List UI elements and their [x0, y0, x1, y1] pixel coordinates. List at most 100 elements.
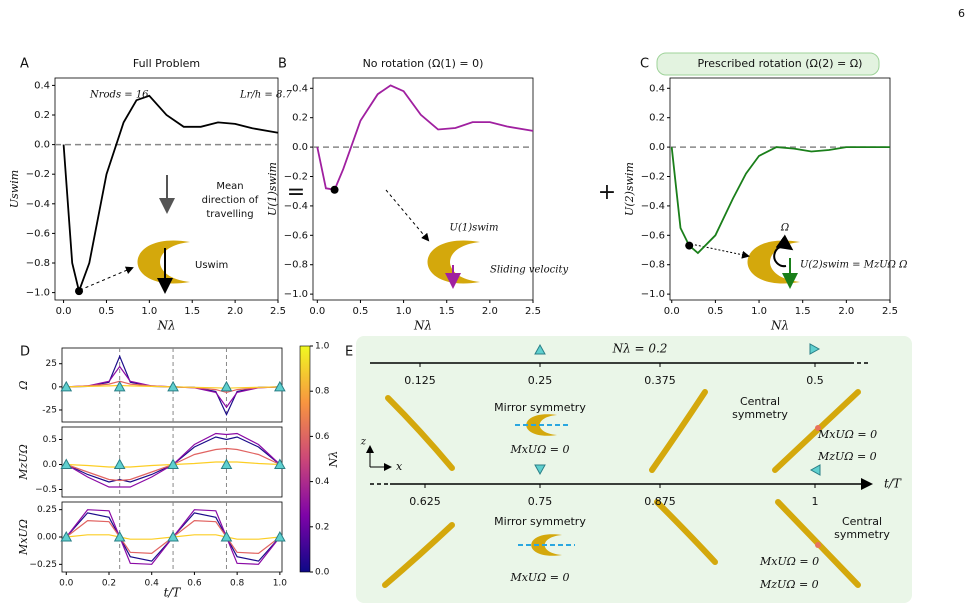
- y-tick-label: 0.4: [292, 83, 308, 94]
- marker: [60, 530, 73, 542]
- y-tick-label: 0.0: [649, 142, 665, 153]
- data-line: [316, 84, 534, 191]
- title-box: [656, 52, 880, 76]
- rotation-arrow: [773, 234, 794, 268]
- plot-frame: [54, 77, 279, 301]
- note: MzUΩ = 0: [759, 578, 819, 591]
- panel-label: E: [345, 345, 353, 360]
- colorbar-tick-label: 0.4: [315, 477, 330, 487]
- plot-frame: [312, 77, 534, 301]
- center-point: [815, 542, 821, 548]
- y-tick-label: −0.2: [284, 172, 308, 183]
- y-tick-label: 0.0: [292, 142, 308, 153]
- y-tick-label: −0.2: [26, 169, 50, 180]
- y-tick-label: −0.4: [641, 201, 665, 212]
- x-tick-label: 2.5: [525, 306, 541, 317]
- annotation: Sliding velocity: [490, 265, 568, 276]
- marker: [534, 464, 546, 476]
- marker: [220, 380, 233, 392]
- y-tick-label: −1.0: [641, 289, 665, 300]
- swimmer: [526, 414, 557, 436]
- note: MxUΩ = 0: [759, 555, 819, 568]
- chart-title: No rotation (Ω(1) = 0): [363, 57, 484, 70]
- note: Mirror symmetry: [494, 401, 586, 414]
- annotation: Uswim: [195, 260, 228, 271]
- plus-sign: +: [598, 180, 616, 205]
- y-tick-label: −0.5: [35, 485, 57, 495]
- colorbar-tick-label: 1.0: [315, 342, 330, 352]
- y-tick-label: 0.2: [34, 110, 50, 121]
- note: symmetry: [834, 528, 890, 541]
- marker: [113, 530, 126, 542]
- x-label: x: [396, 460, 403, 473]
- y-tick-label: −0.4: [284, 201, 308, 212]
- marker: [274, 530, 286, 542]
- plot-frame: [61, 426, 283, 498]
- note: MxUΩ = 0: [509, 443, 569, 456]
- annotation: Lr/h = 8.7: [239, 90, 293, 101]
- y-tick-label: −1.0: [26, 288, 50, 299]
- y-tick-label: −1.0: [284, 289, 308, 300]
- annotation: U(1)swim: [450, 223, 499, 234]
- x-tick-label: 0.5: [707, 306, 723, 317]
- annotation: Ω: [780, 223, 789, 234]
- z-label: z: [360, 437, 367, 448]
- point: [330, 185, 339, 194]
- time-tick-label: 0.75: [528, 495, 553, 508]
- marker: [113, 458, 126, 469]
- panel-label: B: [278, 57, 287, 72]
- x-tick-label: 2.5: [270, 306, 286, 317]
- x-axis-label: Nλ: [156, 319, 175, 333]
- plot-frame: [669, 77, 891, 301]
- swimmer: [747, 240, 800, 284]
- marker: [809, 464, 821, 476]
- y-tick-label: 0.4: [34, 80, 50, 91]
- pointer-arrow: [690, 243, 750, 259]
- x-tick-label: 0.0: [664, 306, 680, 317]
- annotation: Mean: [216, 181, 243, 192]
- time-tick-label: 0.5: [806, 374, 824, 387]
- marker: [167, 380, 179, 392]
- y-tick-label: -25: [42, 405, 57, 415]
- x-axis-label: t/T: [164, 586, 182, 600]
- y-tick-label: 0.5: [43, 435, 57, 445]
- x-tick-label: 0.0: [56, 306, 72, 317]
- swimmer: [531, 534, 562, 556]
- x-axis-label: Nλ: [413, 319, 432, 333]
- colorbar-label: Nλ: [327, 451, 340, 469]
- note: MxUΩ = 0: [817, 428, 877, 441]
- y-tick-label: −0.6: [641, 230, 665, 241]
- y-axis-label: MzUΩ: [17, 444, 30, 480]
- x-tick-label: 0.4: [145, 579, 160, 589]
- panel-e-background: [356, 336, 912, 603]
- y-tick-label: −0.25: [29, 560, 57, 570]
- marker: [809, 343, 821, 355]
- marker: [220, 530, 233, 542]
- y-tick-label: −0.4: [26, 199, 50, 210]
- y-tick-label: −0.2: [641, 172, 665, 183]
- y-tick-label: 0: [51, 382, 57, 392]
- n-lambda: Nλ = 0.2: [612, 342, 668, 356]
- equals-sign: =: [287, 180, 305, 205]
- note: MzUΩ = 0: [817, 450, 877, 463]
- marker: [274, 458, 286, 469]
- marker: [220, 458, 233, 469]
- time-tick-label: 0.875: [644, 495, 676, 508]
- data-line: [62, 94, 279, 295]
- x-tick-label: 2.0: [838, 306, 854, 317]
- x-tick-label: 1.0: [751, 306, 767, 317]
- x-tick-label: 0.0: [309, 306, 325, 317]
- annotation: U(2)swim = MzUΩ Ω: [800, 260, 907, 271]
- colorbar-tick-label: 0.0: [315, 568, 330, 578]
- y-tick-label: 0.00: [37, 533, 57, 543]
- annotation: travelling: [206, 209, 253, 220]
- y-tick-label: 0.2: [292, 113, 308, 124]
- time-tick-label: 1: [812, 495, 819, 508]
- time-tick-label: 0.25: [528, 374, 553, 387]
- x-tick-label: 0.5: [99, 306, 115, 317]
- x-tick-label: 0.5: [352, 306, 368, 317]
- time-tick-label: 0.125: [404, 374, 436, 387]
- x-tick-label: 1.5: [795, 306, 811, 317]
- x-tick-label: 1.5: [184, 306, 200, 317]
